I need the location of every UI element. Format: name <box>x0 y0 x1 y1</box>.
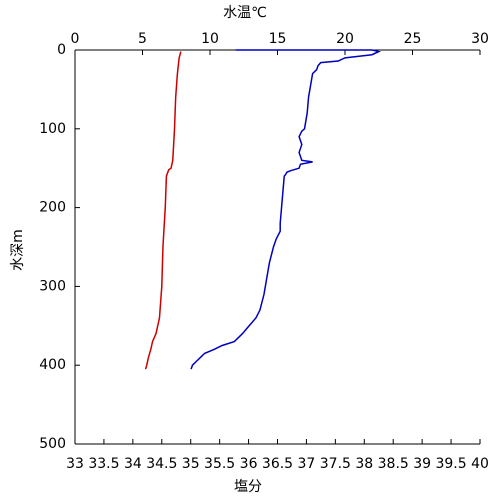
x-tick-label: 34.5 <box>146 456 177 472</box>
x-tick-label: 33 <box>66 456 84 472</box>
x2-tick-label: 25 <box>404 31 422 47</box>
x2-tick-label: 30 <box>471 31 489 47</box>
y-tick-label: 300 <box>39 278 66 294</box>
y-tick-label: 200 <box>39 200 66 216</box>
profile-line <box>190 49 382 370</box>
x-tick-label: 37 <box>298 456 316 472</box>
x2-tick-label: 10 <box>201 31 219 47</box>
x2-tick-label: 20 <box>336 31 354 47</box>
x2-axis-label: 水温℃ <box>223 5 267 21</box>
x-tick-label: 35.5 <box>204 456 235 472</box>
x-tick-label: 38 <box>355 456 373 472</box>
x2-tick-label: 0 <box>71 31 80 47</box>
x-tick-label: 34 <box>124 456 142 472</box>
y-axis-label: 水深m <box>10 229 26 271</box>
x2-tick-label: 5 <box>138 31 147 47</box>
y-tick-label: 0 <box>57 42 66 58</box>
x-tick-label: 39 <box>413 456 431 472</box>
x2-tick-label: 15 <box>269 31 287 47</box>
x-tick-label: 36.5 <box>262 456 293 472</box>
y-tick-label: 500 <box>39 436 66 452</box>
x-tick-label: 39.5 <box>435 456 466 472</box>
x-tick-label: 38.5 <box>378 456 409 472</box>
x-tick-label: 37.5 <box>320 456 351 472</box>
profile-line <box>144 51 182 370</box>
x-tick-label: 36 <box>240 456 258 472</box>
x-axis-label: 塩分 <box>234 479 262 495</box>
x-tick-label: 40 <box>471 456 489 472</box>
x-tick-label: 35 <box>182 456 200 472</box>
x-tick-label: 33.5 <box>88 456 119 472</box>
y-tick-label: 100 <box>39 121 66 137</box>
y-tick-label: 400 <box>39 357 66 373</box>
